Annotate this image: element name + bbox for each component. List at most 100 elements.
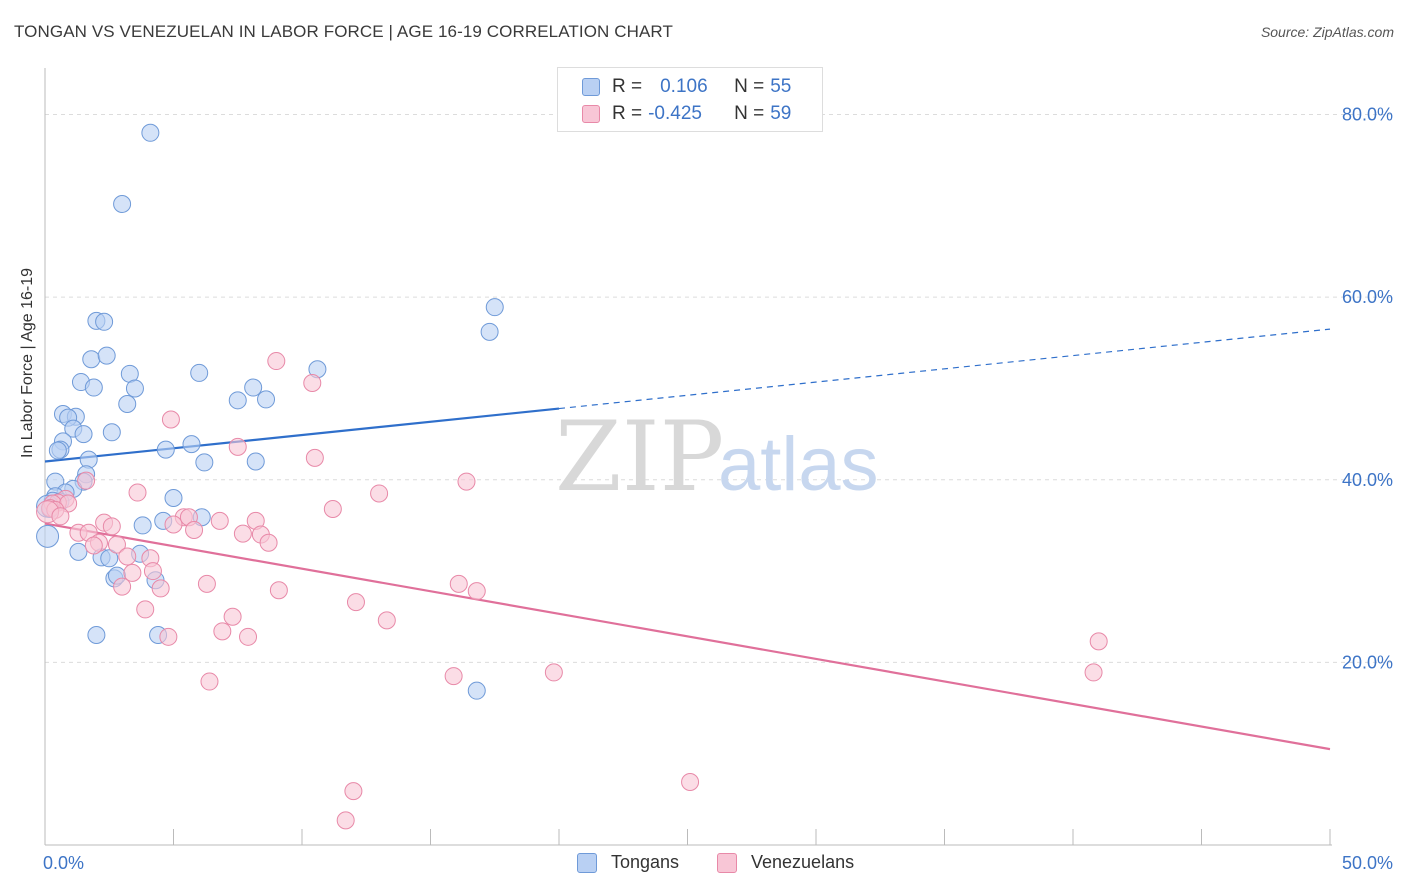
venezuelan-point — [143, 562, 162, 581]
tongan-point — [257, 390, 276, 409]
legend-n-label: N = — [734, 76, 765, 97]
tongan-point — [97, 346, 116, 365]
x-tick-label: 0.0% — [43, 853, 84, 873]
tongan-point — [82, 350, 101, 369]
venezuelan-point — [346, 593, 365, 612]
venezuelan-point — [77, 471, 96, 490]
venezuelans-swatch-icon — [582, 105, 600, 123]
tongan-point — [100, 549, 119, 568]
venezuelans-swatch-icon — [717, 852, 737, 873]
correlation-legend: R = 0.106 N = 55 R = -0.425 N = 59 — [557, 67, 823, 132]
venezuelan-point — [323, 499, 342, 518]
legend-row-venezuelans: R = -0.425 N = 59 — [582, 102, 791, 126]
tongan-point — [36, 524, 60, 548]
venezuelan-trendline — [44, 522, 1331, 751]
tongan-point — [164, 489, 183, 508]
tongan-point — [141, 123, 160, 142]
venezuelan-point — [210, 511, 229, 530]
venezuelan-point — [303, 373, 322, 392]
tongan-point — [74, 425, 93, 444]
tongan-point — [87, 625, 106, 644]
axes — [44, 68, 1332, 846]
venezuelan-point — [444, 667, 463, 686]
venezuelan-point — [118, 547, 137, 566]
venezuelans-label: Venezuelans — [751, 852, 855, 872]
venezuelan-point — [164, 515, 183, 534]
venezuelan-point — [336, 811, 355, 830]
tongan-trendline — [44, 407, 560, 463]
y-tick-label: 40.0% — [1342, 470, 1393, 490]
venezuelan-point — [344, 782, 363, 801]
venezuelan-point — [305, 448, 324, 467]
venezuelan-point — [151, 579, 170, 598]
tick-labels: 20.0% 40.0% 60.0% 80.0% 0.0% 50.0% — [43, 105, 1393, 873]
legend-r-value: -0.425 — [648, 103, 702, 124]
legend-n-value: 59 — [770, 103, 792, 124]
legend-r-value: 0.106 — [660, 76, 708, 97]
y-tick-label: 80.0% — [1342, 105, 1393, 125]
venezuelan-point — [681, 772, 700, 791]
tongan-point — [190, 363, 209, 382]
venezuelan-point — [161, 410, 180, 429]
tongan-point — [95, 312, 114, 331]
legend-n-value: 55 — [770, 76, 792, 97]
data-points — [36, 123, 1108, 830]
source-label: Source: ZipAtlas.com — [1260, 24, 1394, 40]
venezuelan-point — [267, 352, 286, 371]
venezuelan-point — [84, 536, 103, 555]
tongan-point — [244, 378, 263, 397]
tongan-point — [79, 450, 98, 469]
watermark-atlas: atlas — [718, 422, 879, 507]
venezuelan-point — [102, 517, 121, 536]
venezuelan-point — [269, 581, 288, 600]
legend-row-tongans: R = 0.106 N = 55 — [582, 75, 791, 99]
tongans-swatch-icon — [582, 78, 600, 96]
venezuelan-point — [200, 672, 219, 691]
tongan-point — [182, 435, 201, 454]
venezuelan-point — [123, 563, 142, 582]
tongan-point — [156, 440, 175, 459]
tongan-point — [480, 322, 499, 341]
tongan-trendline-extension — [558, 328, 1331, 410]
venezuelan-point — [239, 627, 258, 646]
tongan-point — [228, 391, 247, 410]
x-tick-label: 50.0% — [1342, 853, 1393, 873]
tongan-point — [69, 542, 88, 561]
tongan-point — [195, 453, 214, 472]
venezuelan-point — [449, 574, 468, 593]
venezuelan-point — [107, 535, 126, 554]
bottom-legend-tongans: Tongans — [577, 852, 679, 873]
legend-r-label: R = — [612, 103, 643, 124]
legend-r-label: R = — [612, 76, 643, 97]
gridlines — [45, 114, 1392, 663]
venezuelan-point — [51, 507, 70, 526]
venezuelan-point — [223, 607, 242, 626]
venezuelan-point — [128, 483, 147, 502]
venezuelan-point — [113, 577, 132, 596]
tongan-point — [467, 681, 486, 700]
venezuelan-point — [544, 663, 563, 682]
y-axis-label: In Labor Force | Age 16-19 — [19, 267, 36, 458]
venezuelan-point — [233, 524, 252, 543]
venezuelan-point — [136, 600, 155, 619]
venezuelan-point — [370, 484, 389, 503]
legend-n-label: N = — [734, 103, 765, 124]
chart-title: TONGAN VS VENEZUELAN IN LABOR FORCE | AG… — [14, 22, 673, 41]
venezuelan-point — [259, 533, 278, 552]
tongan-point — [48, 441, 67, 460]
venezuelan-point — [159, 627, 178, 646]
tongan-point — [133, 516, 152, 535]
watermark-zip: ZIP — [555, 401, 724, 513]
tongan-point — [102, 423, 121, 442]
y-tick-label: 60.0% — [1342, 287, 1393, 307]
tongan-point — [113, 195, 132, 214]
venezuelan-point — [1089, 632, 1108, 651]
venezuelan-point — [1084, 663, 1103, 682]
tongan-point — [485, 298, 504, 317]
venezuelan-point — [467, 582, 486, 601]
venezuelan-point — [213, 622, 232, 641]
tongan-point — [246, 452, 265, 471]
venezuelan-point — [377, 611, 396, 630]
venezuelan-point — [457, 472, 476, 491]
